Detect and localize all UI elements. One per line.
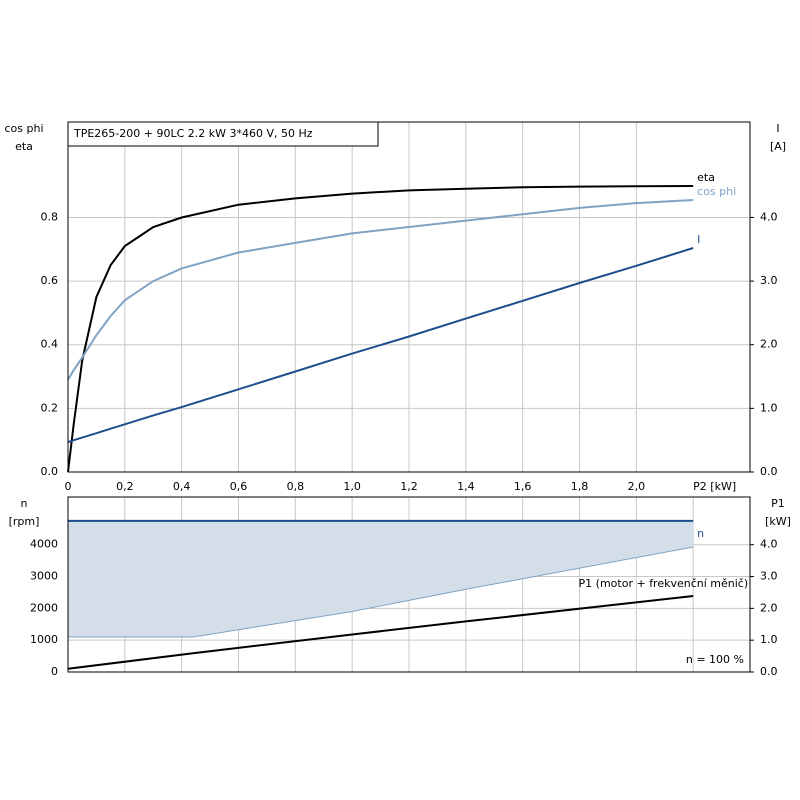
y2-tick-label: 1.0 bbox=[760, 633, 778, 646]
x-tick-label: 0,4 bbox=[173, 480, 191, 493]
y2-tick-label: 2.0 bbox=[760, 601, 778, 614]
y-tick-label: 0.4 bbox=[41, 338, 59, 351]
y-tick-label: 1000 bbox=[30, 633, 58, 646]
x-tick-label: 2,0 bbox=[628, 480, 646, 493]
x-tick-label: 1,2 bbox=[400, 480, 418, 493]
range-band bbox=[68, 520, 694, 637]
y-tick-label: 0 bbox=[51, 665, 58, 678]
y2-axis-label: P1 bbox=[771, 497, 785, 510]
x-tick-label: 0,6 bbox=[230, 480, 248, 493]
y2-axis-label: I bbox=[776, 122, 779, 135]
chart-title: TPE265-200 + 90LC 2.2 kW 3*460 V, 50 Hz bbox=[73, 127, 313, 140]
y-tick-label: 0.8 bbox=[41, 210, 59, 223]
y-axis-label: eta bbox=[15, 140, 33, 153]
x-tick-label: 0 bbox=[65, 480, 72, 493]
title-box bbox=[67, 121, 379, 147]
series-label: n bbox=[697, 527, 704, 540]
y-tick-label: 0.6 bbox=[41, 274, 59, 287]
y2-tick-label: 3.0 bbox=[760, 274, 778, 287]
y-tick-label: 3000 bbox=[30, 570, 58, 583]
y-axis-label: cos phi bbox=[4, 122, 43, 135]
y2-axis-label: [A] bbox=[770, 140, 786, 153]
series-line bbox=[67, 185, 694, 473]
y-tick-label: 4000 bbox=[30, 538, 58, 551]
series-line bbox=[67, 247, 694, 444]
series-line bbox=[67, 595, 694, 670]
y-axis-label: n bbox=[21, 497, 28, 510]
series-label: eta bbox=[697, 171, 715, 184]
y2-axis-label: [kW] bbox=[765, 515, 791, 528]
x-axis-label: P2 [kW] bbox=[693, 480, 736, 493]
x-tick-label: 0,2 bbox=[116, 480, 134, 493]
y2-tick-label: 4.0 bbox=[760, 538, 778, 551]
y2-tick-label: 2.0 bbox=[760, 338, 778, 351]
y-tick-label: 2000 bbox=[30, 601, 58, 614]
y-tick-label: 0.0 bbox=[41, 465, 59, 478]
annotation: n = 100 % bbox=[686, 653, 744, 666]
x-tick-label: 1,4 bbox=[457, 480, 475, 493]
x-tick-label: 1,8 bbox=[571, 480, 589, 493]
x-tick-label: 0,8 bbox=[287, 480, 305, 493]
y2-tick-label: 1.0 bbox=[760, 401, 778, 414]
y2-tick-label: 0.0 bbox=[760, 665, 778, 678]
range-low-line bbox=[68, 546, 694, 638]
y2-tick-label: 4.0 bbox=[760, 210, 778, 223]
plot-frame bbox=[67, 121, 751, 473]
series-label: cos phi bbox=[697, 185, 736, 198]
series-line bbox=[67, 199, 694, 381]
y-axis-label: [rpm] bbox=[9, 515, 40, 528]
x-tick-label: 1,0 bbox=[343, 480, 361, 493]
series-label: I bbox=[697, 233, 700, 246]
series-label: P1 (motor + frekvenční měnič) bbox=[579, 577, 749, 590]
y2-tick-label: 3.0 bbox=[760, 570, 778, 583]
y-tick-label: 0.2 bbox=[41, 401, 59, 414]
y2-tick-label: 0.0 bbox=[760, 465, 778, 478]
x-tick-label: 1,6 bbox=[514, 480, 532, 493]
plot-frame bbox=[67, 496, 751, 673]
